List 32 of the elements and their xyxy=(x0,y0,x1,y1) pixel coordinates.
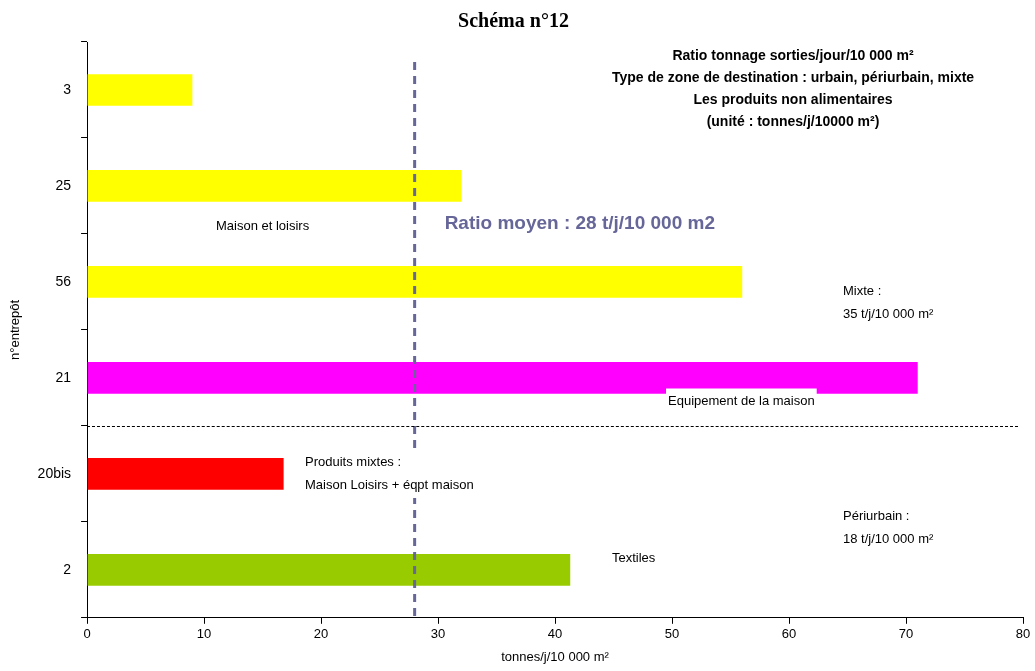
annotation: Produits mixtes : Maison Loisirs + éqpt maison xyxy=(305,454,474,493)
x-tick-label: 60 xyxy=(781,626,797,642)
annotation: Equipement de la maison xyxy=(668,392,815,408)
bar xyxy=(87,362,918,394)
x-tick-label: 80 xyxy=(1015,626,1031,642)
x-tick-label: 70 xyxy=(898,626,914,642)
y-tick-label: 56 xyxy=(55,272,72,289)
chart-title: Schéma n°12 xyxy=(458,9,569,32)
bar xyxy=(87,553,571,586)
x-tick-label: 30 xyxy=(430,626,446,642)
annotation: Périurbain : 18 t/j/10 000 m² xyxy=(843,508,934,547)
y-tick-label: 21 xyxy=(55,368,72,385)
bar xyxy=(87,74,193,106)
y-axis-title: n°entrepôt xyxy=(7,299,23,360)
y-tick-label: 3 xyxy=(63,80,72,97)
y-tick-label: 20bis xyxy=(37,464,72,481)
x-tick-label: 20 xyxy=(313,626,329,642)
x-tick-label: 0 xyxy=(83,626,91,642)
x-tick-label: 10 xyxy=(196,626,212,642)
ref-line-label: Ratio moyen : 28 t/j/10 000 m2 xyxy=(444,212,715,234)
bar xyxy=(87,266,743,298)
annotation: Mixte : 35 t/j/10 000 m² xyxy=(843,283,934,322)
annotation: Maison et loisirs xyxy=(216,217,310,233)
bar xyxy=(87,170,462,202)
x-tick-label: 50 xyxy=(664,626,680,642)
annotation: Textiles xyxy=(612,549,656,565)
text: Ratio tonnage sorties/jour/10 000 m² Type de zone de destination : urbain, périurbain, mixte Les produits non alimentaires (unité : tonnes/j/10000 m²) xyxy=(611,46,975,129)
y-tick-label: 2 xyxy=(63,560,72,577)
x-axis-title: tonnes/j/10 000 m² xyxy=(501,648,610,664)
bar xyxy=(87,458,284,490)
x-tick-label: 40 xyxy=(547,626,563,642)
y-tick-label: 25 xyxy=(55,176,72,193)
